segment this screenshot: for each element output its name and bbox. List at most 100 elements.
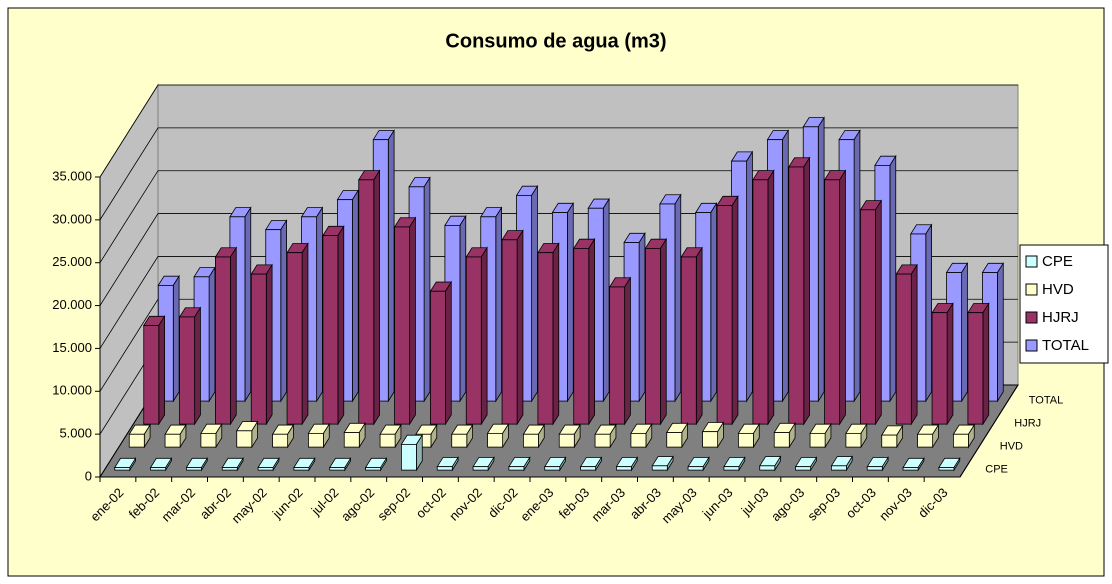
bar-side-shade — [982, 303, 989, 425]
bar-front — [609, 286, 626, 425]
bar-side-shade — [624, 277, 631, 425]
bar — [429, 280, 452, 426]
bar-front — [938, 467, 955, 471]
bar-side-shade — [424, 177, 430, 402]
bar — [594, 423, 617, 449]
bar-side-shade — [173, 276, 180, 402]
bar — [823, 169, 847, 426]
bar-side-shade — [746, 151, 753, 402]
bar-side-shade — [767, 170, 774, 425]
bar-front — [537, 252, 554, 425]
bar-side-shade — [502, 424, 509, 448]
bar — [866, 456, 889, 472]
bar — [271, 423, 295, 449]
bar — [608, 276, 632, 426]
bar — [859, 199, 882, 426]
bar-side-shade — [538, 425, 545, 448]
bar — [938, 456, 961, 472]
bar-side-shade — [395, 425, 401, 448]
bar-front — [114, 467, 131, 471]
bar — [967, 302, 990, 426]
bar-side-shade — [953, 458, 960, 471]
bar-side-shade — [237, 458, 244, 471]
bar — [737, 422, 760, 449]
bar-side-shade — [738, 457, 745, 471]
bar-front — [272, 433, 289, 448]
depth-label: TOTAL — [1029, 394, 1063, 406]
bar-side-shade — [209, 267, 215, 402]
bar-side-shade — [603, 199, 610, 402]
bar-front — [580, 466, 597, 471]
bar-side-shade — [882, 457, 889, 471]
bar-front — [465, 256, 482, 425]
bar-side-shade — [567, 203, 574, 402]
bar-front — [293, 467, 310, 471]
bar — [916, 423, 940, 449]
bar-side-shade — [860, 424, 867, 448]
bar-side-shade — [810, 457, 817, 471]
bar — [221, 456, 244, 472]
bar-front — [651, 465, 668, 471]
bar-side-shade — [818, 117, 825, 402]
bar-side-shade — [517, 230, 523, 425]
depth-label: HVD — [1000, 440, 1023, 452]
bar-side-shade — [696, 247, 703, 425]
bar — [845, 422, 868, 449]
bar — [293, 456, 316, 472]
bar-front — [508, 466, 525, 471]
bar-side-shade — [681, 423, 688, 448]
y-tick-label: 30.000 — [52, 211, 92, 226]
bar-front — [967, 312, 984, 425]
bar-front — [236, 430, 253, 448]
y-tick-label: 25.000 — [52, 254, 92, 269]
bar-side-shade — [144, 425, 151, 448]
bar-side-shade — [323, 424, 330, 448]
bar — [164, 423, 187, 449]
bar — [143, 314, 166, 426]
bar — [501, 229, 524, 426]
bar-side-shade — [753, 424, 760, 448]
bar-front — [128, 433, 145, 448]
bar-front — [824, 179, 841, 425]
bar — [451, 423, 474, 449]
bar-side-shade — [302, 243, 308, 425]
bar — [881, 424, 904, 449]
bar-front — [250, 273, 267, 425]
bar-front — [379, 433, 396, 448]
bar-front — [358, 179, 375, 425]
bar-side-shade — [452, 457, 459, 471]
bar-front — [902, 467, 919, 471]
bar — [701, 421, 725, 449]
bar-side-shade — [717, 422, 724, 448]
bar — [465, 246, 488, 426]
bar-side-shade — [875, 200, 882, 425]
bar-front — [616, 466, 632, 471]
bar — [666, 421, 689, 449]
bar — [952, 423, 975, 449]
bar — [615, 456, 638, 472]
bar — [723, 456, 746, 472]
bar-front — [788, 166, 805, 425]
bar-side-shade — [674, 194, 681, 402]
grid-line — [99, 127, 1018, 221]
bar-front — [795, 466, 812, 471]
bar-side-shade — [416, 435, 423, 471]
bar-front — [186, 467, 202, 471]
bar-side-shade — [710, 203, 717, 402]
bar-side-shade — [961, 263, 968, 402]
bar-side-shade — [732, 196, 738, 425]
bar — [236, 420, 259, 449]
legend-swatch — [1025, 339, 1038, 352]
bar-side-shade — [409, 217, 416, 425]
y-tick-label: 10.000 — [52, 383, 92, 398]
bar-front — [573, 247, 590, 425]
bar — [343, 421, 366, 449]
bar — [830, 455, 853, 472]
bar-side-shade — [918, 458, 924, 471]
bar-side-shade — [703, 457, 709, 471]
bar-side-shade — [896, 425, 903, 448]
bar — [178, 306, 202, 426]
bar-front — [666, 432, 683, 448]
bar — [809, 422, 832, 449]
